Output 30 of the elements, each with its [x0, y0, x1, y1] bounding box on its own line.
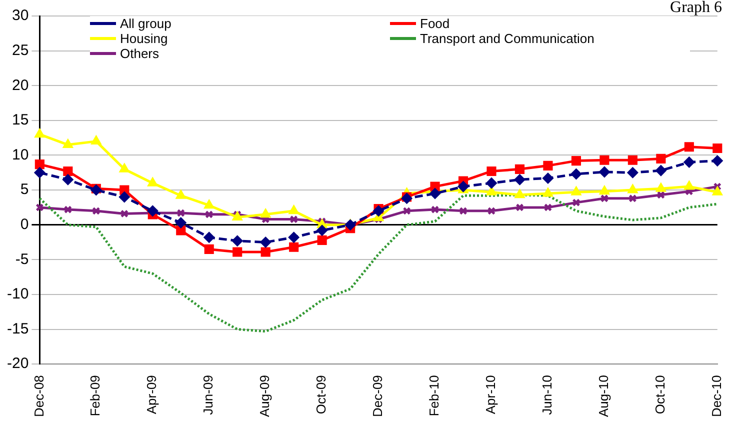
x-tick-label: Jun-10 [540, 375, 555, 415]
x-tick-label: Dec-10 [708, 375, 724, 417]
y-tick-label: -5 [15, 250, 29, 268]
x-tick-label: Aug-10 [596, 375, 612, 417]
y-tick-label: -15 [6, 320, 29, 338]
y-tick-label: 30 [12, 7, 29, 24]
y-tick-label: 0 [20, 216, 29, 233]
y-tick-label: 15 [12, 112, 29, 129]
legend-label: Housing [120, 31, 168, 46]
legend-label: Food [420, 16, 450, 31]
x-tick-label: Apr-09 [144, 375, 160, 414]
y-tick-label: 10 [12, 146, 29, 164]
x-tick-label: Oct-09 [314, 375, 329, 414]
chart-title: Graph 6 [670, 0, 722, 16]
x-tick-label: Jun-09 [200, 375, 216, 415]
legend-label: Others [120, 46, 160, 61]
x-tick-label: Dec-08 [31, 375, 46, 417]
y-tick-label: 20 [12, 76, 29, 94]
y-tick-label: 5 [20, 181, 29, 198]
y-tick-label: -20 [6, 355, 29, 372]
x-tick-label: Dec-09 [370, 375, 386, 417]
x-tick-label: Aug-09 [257, 375, 272, 417]
legend-label: Transport and Communication [420, 31, 594, 46]
x-tick-label: Feb-09 [88, 375, 103, 416]
x-tick-label: Oct-10 [652, 375, 668, 414]
x-tick-label: Apr-10 [483, 375, 498, 414]
y-tick-label: 25 [12, 42, 29, 59]
legend-label: All group [120, 16, 172, 31]
y-tick-label: -10 [6, 286, 29, 303]
x-tick-label: Feb-10 [426, 375, 442, 416]
